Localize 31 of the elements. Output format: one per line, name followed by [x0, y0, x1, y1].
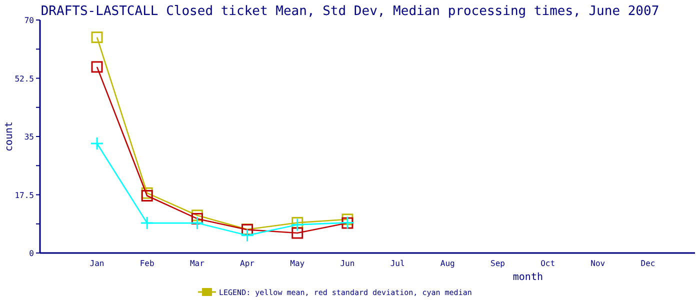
point	[292, 227, 304, 239]
x-tick-label: Mar	[190, 259, 205, 268]
x-tick-label: Dec	[640, 259, 656, 268]
x-tick-label: Feb	[140, 259, 154, 268]
x-axis-title: month	[512, 272, 543, 283]
x-tick-label: Jan	[90, 259, 104, 268]
x-tick-label: Jun	[340, 259, 355, 268]
x-tick-label: Sep	[490, 259, 506, 268]
y-tick-label: 70	[24, 16, 34, 25]
x-tick-label: Oct	[540, 259, 556, 268]
point	[141, 190, 153, 202]
point	[91, 32, 103, 44]
x-tick-label: May	[290, 259, 305, 268]
y-tick-label: 0	[29, 249, 34, 258]
x-tick-label: Nov	[590, 259, 606, 268]
y-tick-label: 52.5	[14, 74, 34, 84]
x-tick-label: Jul	[390, 259, 405, 268]
point	[290, 218, 304, 232]
point	[191, 212, 203, 224]
x-tick-label: Aug	[440, 259, 456, 268]
point	[90, 136, 104, 150]
x-tick-label: Apr	[240, 259, 255, 268]
point	[140, 216, 154, 230]
point	[240, 228, 254, 242]
point	[91, 61, 103, 73]
y-tick-label: 35	[24, 132, 34, 142]
y-tick-label: 17.5	[14, 190, 34, 200]
y-axis-title: count	[4, 121, 15, 152]
chart-title: DRAFTS-LASTCALL Closed ticket Mean, Std Dev, Median processing times, June 2007	[40, 4, 660, 19]
point	[292, 216, 304, 228]
point	[190, 216, 204, 230]
